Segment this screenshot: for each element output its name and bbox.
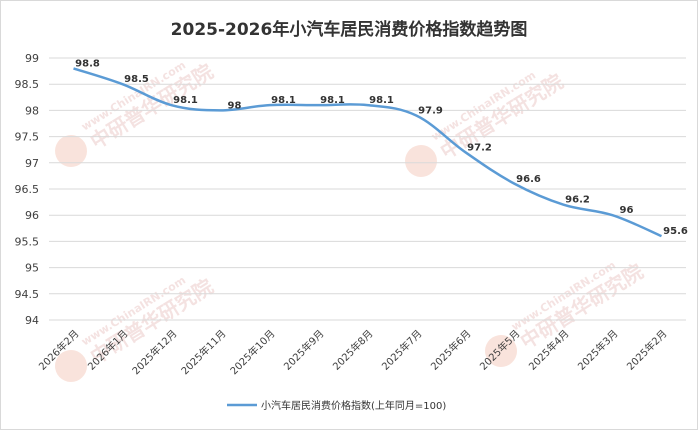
data-label: 98.1 (369, 95, 394, 106)
chart-title: 2025-2026年小汽车居民消费价格指数趋势图 (171, 19, 528, 40)
data-labels: 98.8 98.5 98.1 98 98.1 98.1 98.1 97.9 97.2 96.6 96… (75, 58, 688, 237)
y-tick-label: 94 (25, 314, 39, 327)
x-tick-label: 2025年6月 (428, 327, 474, 373)
data-label: 98.5 (124, 74, 149, 85)
x-tick-label: 2025年10月 (227, 327, 277, 377)
data-label: 96.6 (516, 174, 541, 185)
legend-label: 小汽车居民消费价格指数(上年同月=100) (261, 399, 446, 412)
watermark-logo (55, 350, 87, 382)
y-tick-label: 96 (25, 209, 39, 222)
y-tick-label: 94.5 (15, 288, 40, 301)
watermark-logo (485, 335, 517, 367)
data-label: 97.2 (467, 142, 492, 153)
data-label: 98.8 (75, 58, 100, 69)
y-tick-label: 98.5 (15, 78, 40, 91)
data-label: 95.6 (663, 226, 688, 237)
y-tick-label: 95.5 (15, 235, 40, 248)
x-tick-label: 2025年9月 (281, 327, 327, 373)
data-label: 98.1 (173, 95, 198, 106)
data-label: 96.2 (565, 195, 590, 206)
x-tick-label: 2025年7月 (379, 327, 425, 373)
y-tick-label: 96.5 (15, 183, 40, 196)
series-line (73, 67, 662, 238)
y-tick-label: 97.5 (15, 131, 40, 144)
data-label: 97.9 (418, 106, 443, 117)
x-tick-label: 2025年3月 (575, 327, 621, 373)
watermark-logo (55, 135, 87, 167)
x-tick-label: 2025年2月 (624, 327, 670, 373)
y-tick-label: 95 (25, 262, 39, 275)
data-label: 96 (620, 205, 634, 216)
x-tick-label: 2025年8月 (330, 327, 376, 373)
y-tick-label: 98 (25, 104, 39, 117)
y-tick-label: 97 (25, 157, 39, 170)
x-tick-label: 2025年11月 (178, 327, 228, 377)
data-label: 98.1 (320, 95, 345, 106)
data-label: 98.1 (271, 95, 296, 106)
data-label: 98 (228, 100, 242, 111)
y-tick-label: 99 (25, 52, 39, 65)
y-axis: 99 98.5 98 97.5 97 96.5 96 95.5 95 94.5 94 (15, 52, 40, 327)
legend[interactable]: 小汽车居民消费价格指数(上年同月=100) (227, 399, 446, 412)
gridlines (49, 57, 686, 321)
watermark-logo (405, 145, 437, 177)
